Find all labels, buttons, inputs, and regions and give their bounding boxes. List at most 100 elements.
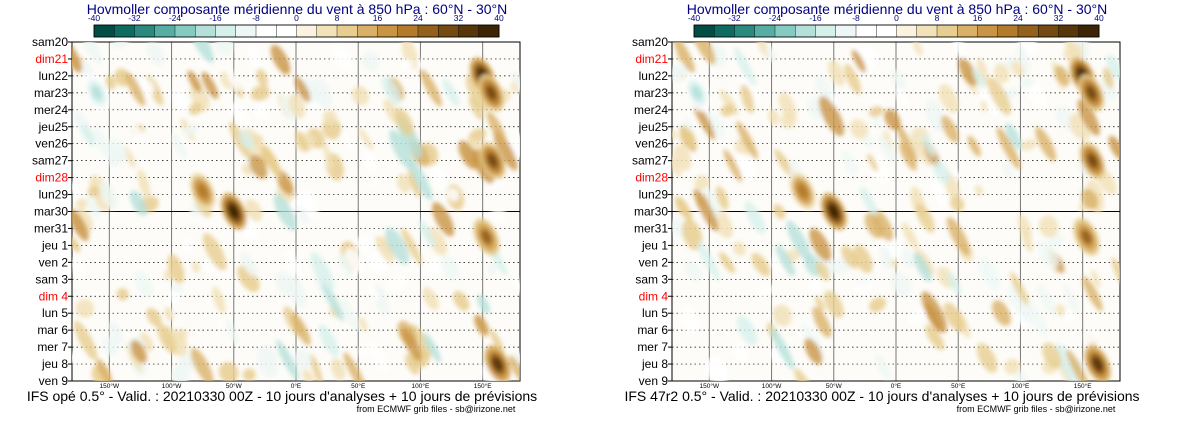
colorbar-swatch (114, 24, 135, 38)
colorbar-swatch (714, 24, 735, 38)
anomaly-band (423, 333, 442, 363)
anomaly-band (188, 42, 214, 64)
anomaly-cell (711, 354, 728, 381)
anomaly-cell (139, 331, 154, 352)
anomaly-band (1054, 65, 1070, 86)
colorbar-swatch (1038, 24, 1059, 38)
anomaly-cell (188, 102, 203, 115)
colorbar-swatch (276, 24, 297, 38)
anomaly-cell (171, 133, 187, 160)
colorbar-swatch (734, 24, 756, 38)
anomaly-band (812, 306, 832, 338)
anomaly-band (385, 227, 410, 265)
anomaly-cell (1063, 43, 1084, 62)
anomaly-cell (768, 109, 780, 125)
colorbar-swatch (154, 24, 176, 38)
anomaly-cell (1030, 82, 1047, 112)
anomaly-cell (331, 45, 354, 71)
anomaly-cell (925, 99, 945, 132)
colorbar-swatch (936, 24, 958, 38)
colorbar-swatch (93, 24, 115, 38)
anomaly-band (86, 196, 101, 219)
anomaly-band (81, 124, 96, 146)
anomaly-band (318, 324, 339, 357)
x-tick-label: 150°W (700, 382, 720, 390)
anomaly-cell (298, 192, 319, 219)
anomaly-band (864, 212, 884, 239)
anomaly-cell (794, 368, 812, 381)
y-tick-label: mar30 (634, 205, 668, 219)
anomaly-cell (778, 92, 797, 121)
panel-credit: from ECMWF grib files - sb@irizone.net (357, 404, 516, 414)
anomaly-cell (173, 87, 189, 114)
anomaly-band (1077, 99, 1100, 136)
anomaly-cell (862, 135, 874, 148)
anomaly-cell (731, 343, 749, 363)
anomaly-feature (1081, 229, 1092, 244)
anomaly-cell (809, 279, 821, 294)
anomaly-feature (197, 184, 208, 199)
y-tick-label: lun 5 (42, 306, 68, 320)
x-tick-label: 50°W (826, 382, 843, 390)
anomaly-band (310, 252, 335, 291)
anomaly-band (933, 161, 951, 184)
anomaly-cell (183, 123, 198, 137)
colorbar-swatch (458, 24, 480, 38)
anomaly-cell (401, 42, 419, 70)
anomaly-band (744, 201, 766, 235)
anomaly-band (894, 121, 918, 163)
colorbar-swatch (417, 24, 439, 38)
y-tick-label: ven26 (35, 137, 68, 151)
colorbar-swatch (795, 24, 816, 38)
anomaly-cell (432, 165, 447, 190)
y-tick-label: dim21 (635, 52, 668, 66)
colorbar-tick-label: 16 (373, 13, 383, 23)
y-tick-label: mar 6 (637, 323, 668, 337)
anomaly-cell (950, 196, 965, 212)
colorbar-swatch (316, 24, 338, 38)
anomaly-cell (772, 304, 792, 327)
anomaly-cell (976, 57, 990, 88)
anomaly-cell (672, 66, 684, 83)
x-tick-label: 0°E (291, 382, 302, 390)
y-tick-label: lun29 (39, 188, 69, 202)
anomaly-band (723, 149, 743, 183)
anomaly-cell (400, 59, 414, 70)
anomaly-cell (694, 175, 710, 191)
anomaly-cell (215, 42, 234, 56)
anomaly-band (976, 343, 998, 373)
anomaly-cell (672, 129, 678, 140)
anomaly-cell (880, 245, 892, 270)
anomaly-cell (87, 185, 100, 198)
colorbar-tick-label: 8 (935, 13, 940, 23)
anomaly-band (442, 78, 460, 107)
anomaly-band (468, 95, 484, 121)
x-tick-label: 100°E (1012, 382, 1030, 390)
x-tick-label: 150°E (1074, 382, 1092, 390)
anomaly-feature (91, 85, 102, 100)
anomaly-band (73, 320, 98, 361)
anomaly-band (733, 46, 757, 87)
anomaly-cell (123, 146, 136, 169)
anomaly-cell (684, 260, 702, 281)
anomaly-cell (230, 102, 250, 128)
anomaly-feature (481, 229, 492, 244)
colorbar-swatch (195, 24, 216, 38)
anomaly-band (1081, 188, 1099, 210)
x-tick-label: 100°W (762, 382, 782, 390)
colorbar-tick-label: -40 (688, 13, 701, 23)
anomaly-cell (108, 321, 124, 345)
anomaly-cell (943, 302, 965, 333)
anomaly-cell (490, 329, 505, 355)
colorbar-tick-label: 24 (1013, 13, 1023, 23)
anomaly-cell (247, 46, 261, 68)
anomaly-cell (344, 247, 364, 273)
anomaly-feature (828, 204, 839, 219)
y-tick-label: sam 3 (35, 272, 68, 286)
y-tick-label: mer 7 (637, 340, 668, 354)
y-tick-label: jeu 1 (641, 238, 668, 252)
anomaly-band (786, 220, 812, 263)
anomaly-band (770, 327, 795, 370)
anomaly-feature (1092, 357, 1103, 372)
anomaly-cell (828, 59, 845, 87)
